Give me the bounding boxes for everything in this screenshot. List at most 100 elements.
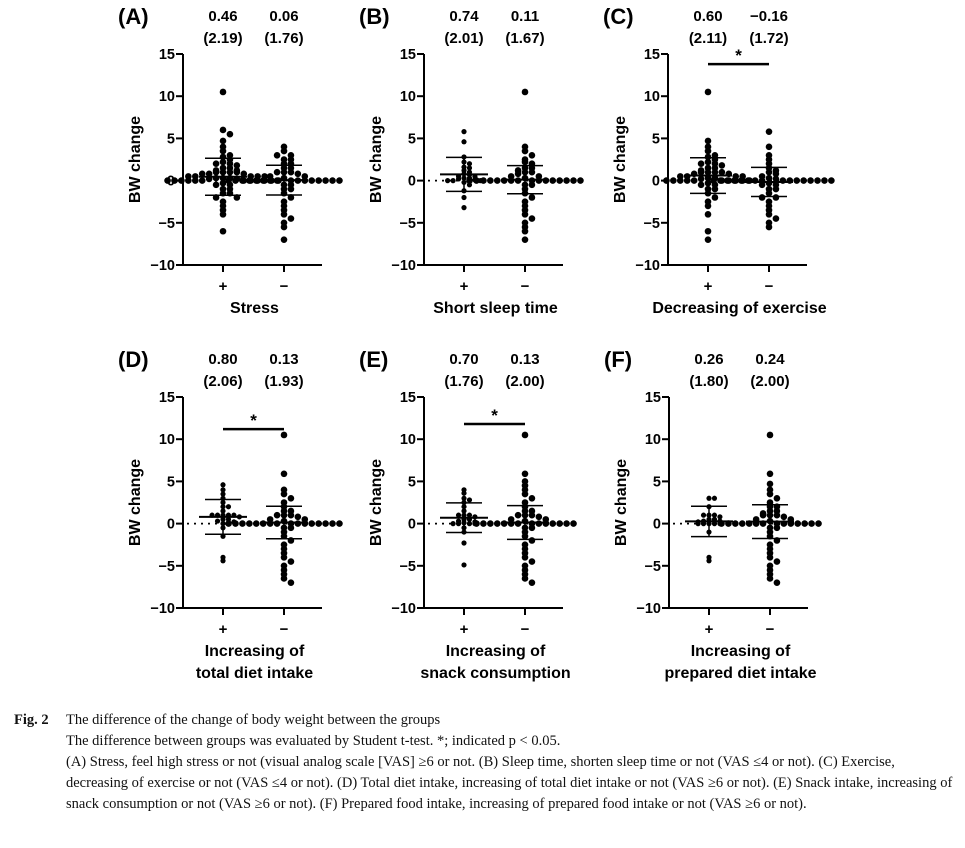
data-point	[466, 497, 473, 503]
group-sd-label: (2.19)	[203, 30, 242, 47]
data-point	[700, 512, 707, 518]
data-point	[549, 520, 557, 527]
significance-asterisk: *	[735, 46, 742, 65]
data-point	[252, 520, 260, 527]
data-point	[704, 137, 712, 145]
data-point	[815, 520, 822, 527]
data-point	[514, 170, 522, 178]
data-point	[507, 520, 515, 527]
data-point	[461, 194, 467, 201]
data-point	[219, 211, 227, 218]
data-point	[711, 194, 719, 201]
data-point	[766, 431, 774, 439]
data-point	[556, 520, 563, 527]
chart-panel-a: (A) 15 10 5 0 −5 −10 BW change +0.46 (2.19) − 0.06 (…	[118, 4, 343, 317]
x-tick-label: +	[704, 278, 713, 295]
y-tick-label: 0	[167, 517, 175, 533]
data-point	[704, 227, 712, 235]
data-point	[535, 513, 543, 521]
data-point	[697, 168, 705, 176]
group-mean-label: 0.70	[449, 351, 478, 368]
group-mean-label: 0.74	[449, 8, 479, 25]
y-tick-label: −5	[399, 559, 416, 575]
data-point	[219, 147, 227, 155]
data-point	[732, 520, 739, 527]
panel-label: (E)	[359, 347, 388, 372]
data-point	[717, 177, 724, 184]
chart-panel-e: (E) 15 10 5 0 −5 −10 BW change +0.70 (1.76) − 0.13 (…	[359, 347, 577, 682]
y-tick-label: 15	[400, 47, 416, 63]
data-point	[500, 520, 508, 527]
data-point	[773, 579, 781, 586]
x-tick-label: −	[280, 278, 289, 295]
data-point	[528, 194, 536, 201]
data-point	[294, 513, 302, 521]
data-point	[239, 520, 246, 527]
data-point	[514, 520, 522, 527]
data-point	[542, 520, 550, 527]
data-point	[766, 490, 774, 498]
group-mean-label: 0.06	[269, 8, 298, 25]
data-point	[171, 177, 178, 184]
data-point	[663, 177, 670, 184]
group-mean-label: 0.46	[208, 8, 237, 25]
figure-label: Fig. 2	[14, 712, 49, 728]
data-point	[718, 168, 726, 176]
y-tick-label: −5	[643, 216, 660, 232]
y-tick-label: 10	[400, 432, 416, 448]
data-point	[697, 160, 705, 168]
data-point	[493, 520, 501, 527]
x-axis-label: total diet intake	[196, 665, 313, 682]
data-point	[329, 520, 336, 527]
y-tick-label: 5	[167, 131, 175, 147]
y-tick-label: −10	[391, 601, 416, 617]
x-axis-label: Increasing of	[691, 643, 791, 660]
data-point	[563, 177, 570, 184]
data-point	[315, 520, 322, 527]
data-point	[225, 177, 232, 184]
data-point	[814, 177, 821, 184]
group-mean-label: −0.16	[750, 8, 788, 25]
data-point	[549, 177, 557, 184]
data-point	[225, 504, 232, 510]
group-sd-label: (1.72)	[749, 30, 788, 47]
data-point	[246, 177, 253, 184]
data-point	[280, 490, 288, 498]
data-point	[212, 181, 220, 189]
data-point	[570, 520, 577, 527]
data-point	[521, 470, 529, 478]
data-point	[711, 168, 719, 176]
data-point	[737, 177, 745, 184]
x-tick-label: +	[460, 621, 469, 638]
data-point	[731, 177, 738, 184]
data-point	[232, 177, 239, 184]
data-point	[226, 168, 234, 176]
data-point	[718, 520, 725, 527]
chart-panel-c: (C) 15 10 5 0 −5 −10 BW change +0.60 (2.11) − −0.16…	[603, 4, 835, 317]
data-point	[724, 177, 731, 184]
group-mean-label: 0.24	[755, 351, 785, 368]
data-point	[704, 153, 712, 161]
y-tick-label: −5	[399, 216, 416, 232]
data-point	[315, 177, 322, 184]
group-sd-label: (2.00)	[750, 373, 789, 390]
data-point	[676, 177, 684, 184]
data-point	[521, 147, 529, 155]
chart-panel-d: (D) 15 10 5 0 −5 −10 BW change +0.80 (2.06) − 0.13 (…	[118, 347, 343, 682]
data-point	[773, 511, 781, 519]
data-point	[266, 520, 274, 527]
y-tick-label: 15	[159, 390, 175, 406]
data-point	[273, 511, 281, 519]
y-tick-label: −10	[635, 258, 660, 274]
x-tick-label: −	[766, 621, 775, 638]
data-point	[287, 511, 295, 519]
data-point	[220, 491, 226, 497]
group-sd-label: (2.11)	[689, 30, 727, 47]
data-point	[301, 520, 309, 527]
data-point	[280, 554, 288, 561]
data-point	[738, 520, 746, 527]
data-point	[336, 177, 343, 184]
data-point	[704, 202, 712, 210]
data-point	[521, 211, 529, 218]
data-point	[280, 575, 288, 582]
